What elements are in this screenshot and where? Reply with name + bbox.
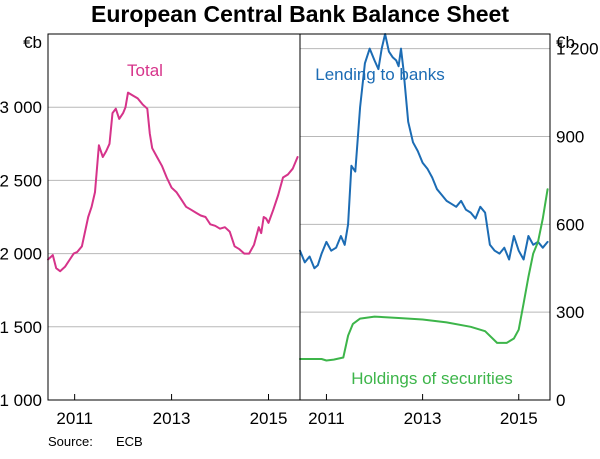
chart-title: European Central Bank Balance Sheet xyxy=(91,1,509,27)
x-tick-label-left-0: 2011 xyxy=(56,409,93,428)
x-tick-label-left-1: 2013 xyxy=(153,409,191,428)
x-tick-label-right-1: 2013 xyxy=(404,409,442,428)
legend-label-holdings-of-securities: Holdings of securities xyxy=(351,369,513,388)
source-value: ECB xyxy=(116,434,143,449)
ticks xyxy=(74,394,520,400)
y-tick-label-right-2: 600 xyxy=(556,215,584,234)
right-y-unit: €b xyxy=(556,33,575,52)
series-line-holdings-of-securities xyxy=(299,188,549,362)
y-tick-label-left-2: 2 000 xyxy=(0,245,42,264)
left-y-unit: €b xyxy=(23,33,42,52)
y-tick-label-left-3: 2 500 xyxy=(0,171,42,190)
series-line-total xyxy=(47,91,299,273)
legend-label-lending-to-banks: Lending to banks xyxy=(315,65,445,84)
y-tick-label-right-1: 300 xyxy=(556,303,584,322)
tick-labels: 1 000 1 500 2 000 2 500 3 000 2011 2013 2015 0 30… xyxy=(0,40,599,428)
series-lines xyxy=(47,33,549,362)
y-tick-label-left-1: 1 500 xyxy=(0,318,42,337)
x-tick-label-right-2: 2015 xyxy=(500,409,538,428)
y-tick-label-left-0: 1 000 xyxy=(0,391,42,410)
legend-label-total: Total xyxy=(127,61,163,80)
y-tick-label-right-3: 900 xyxy=(556,127,584,146)
y-tick-label-left-4: 3 000 xyxy=(0,98,42,117)
source-label: Source: xyxy=(48,434,93,449)
series-line-lending-to-banks xyxy=(299,33,549,270)
y-tick-label-right-0: 0 xyxy=(556,391,565,410)
plot-frame xyxy=(47,33,551,401)
y-tick-label-right-4: 1 200 xyxy=(556,40,599,59)
x-tick-label-right-0: 2011 xyxy=(308,409,345,428)
gridlines xyxy=(48,48,550,328)
x-tick-label-left-2: 2015 xyxy=(250,409,288,428)
